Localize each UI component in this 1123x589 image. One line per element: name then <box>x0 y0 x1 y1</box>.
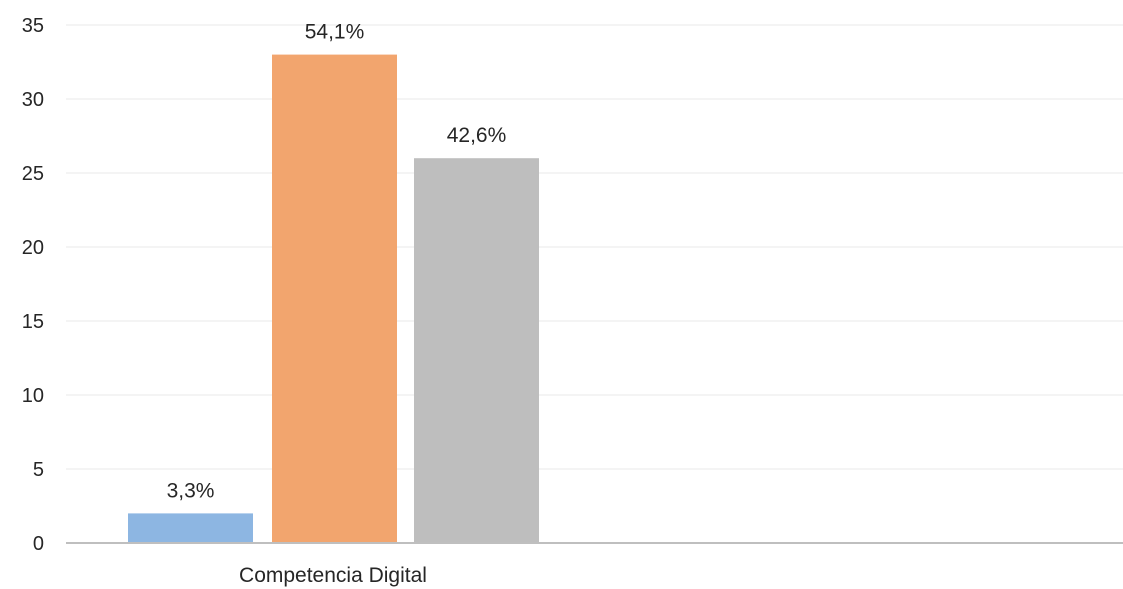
data-labels: 3,3% 54,1% 42,6% <box>167 21 507 503</box>
bar-data-label: 3,3% <box>167 479 215 502</box>
y-tick-label: 5 <box>33 459 44 481</box>
bar <box>128 513 253 543</box>
bars <box>128 54 539 543</box>
y-tick-label: 0 <box>33 533 44 555</box>
y-tick-label: 20 <box>22 237 44 259</box>
y-axis-ticks: 0 5 10 15 20 25 30 35 <box>22 15 44 555</box>
bar-data-label: 54,1% <box>305 21 365 44</box>
y-tick-label: 10 <box>22 385 44 407</box>
category-label: Competencia Digital <box>239 564 427 587</box>
bar <box>272 54 397 543</box>
y-tick-label: 35 <box>22 15 44 37</box>
y-tick-label: 15 <box>22 311 44 333</box>
gridlines <box>66 24 1123 470</box>
y-tick-label: 30 <box>22 89 44 111</box>
bar <box>414 158 539 543</box>
y-tick-label: 25 <box>22 163 44 185</box>
bar-data-label: 42,6% <box>447 124 507 147</box>
